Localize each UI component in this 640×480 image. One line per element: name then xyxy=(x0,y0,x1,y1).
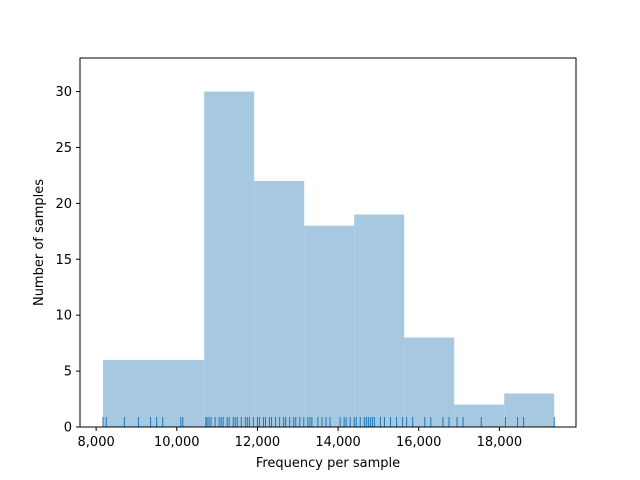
x-tick-label-5: 18,000 xyxy=(477,435,523,450)
histogram-bar-4 xyxy=(354,214,405,427)
y-axis-label: Number of samples xyxy=(32,179,47,306)
x-tick-label-1: 10,000 xyxy=(154,435,200,450)
x-tick-label-2: 12,000 xyxy=(235,435,281,450)
y-tick-label-4: 20 xyxy=(55,197,72,212)
x-tick-label-4: 16,000 xyxy=(396,435,442,450)
x-tick-label-0: 8,000 xyxy=(78,435,115,450)
histogram-bar-6 xyxy=(454,404,505,427)
x-axis-label: Frequency per sample xyxy=(256,456,400,471)
histogram-bar-7 xyxy=(504,393,555,427)
x-axis-ticks: 8,000 10,000 12,000 14,000 16,000 18,000 xyxy=(78,427,523,450)
y-tick-label-5: 25 xyxy=(55,141,72,156)
y-tick-label-1: 5 xyxy=(64,365,72,380)
histogram-bars xyxy=(102,91,555,427)
y-tick-label-0: 0 xyxy=(64,421,72,436)
histogram-bar-0 xyxy=(102,359,205,427)
y-tick-label-3: 15 xyxy=(55,253,72,268)
plot-frame xyxy=(79,57,577,428)
histogram-bar-5 xyxy=(404,337,455,427)
rug-marks xyxy=(102,417,555,427)
y-axis-ticks: 0 5 10 15 20 25 30 xyxy=(55,85,80,436)
histogram-bar-3 xyxy=(304,225,355,427)
y-tick-label-2: 10 xyxy=(55,309,72,324)
x-tick-label-3: 14,000 xyxy=(315,435,361,450)
histogram-bar-1 xyxy=(204,91,255,427)
y-tick-label-6: 30 xyxy=(55,85,72,100)
histogram-bar-2 xyxy=(254,181,305,427)
